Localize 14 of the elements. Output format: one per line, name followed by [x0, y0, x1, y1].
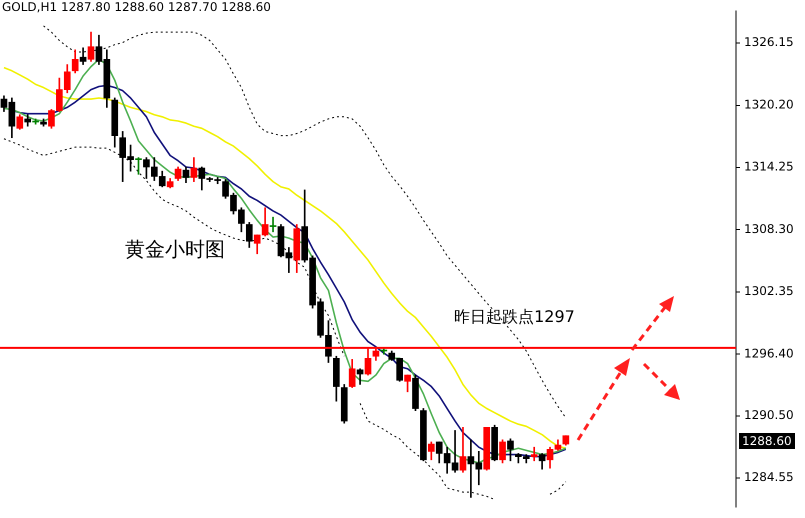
y-tick-label: 1296.40	[744, 346, 794, 360]
text: 1288.60	[739, 433, 795, 449]
y-tick-label: 1314.25	[744, 160, 794, 174]
y-tick-label: 1320.20	[744, 97, 794, 112]
y-tick-label: 1290.50	[744, 408, 794, 422]
ref-line-label: 昨日起跌点1297	[454, 306, 575, 326]
y-tick-label: 1308.30	[744, 222, 794, 236]
annotation: 黄金小时图	[125, 236, 225, 263]
candlestick	[270, 216, 276, 232]
y-tick-label: 1326.15	[744, 35, 794, 50]
candlestick	[135, 157, 142, 175]
y-tick-label: 1284.55	[744, 470, 794, 484]
chart-title: GOLD,H1 1287.80 1288.60 1287.70 1288.60	[2, 0, 271, 14]
y-tick-label: 1302.35	[744, 284, 794, 298]
